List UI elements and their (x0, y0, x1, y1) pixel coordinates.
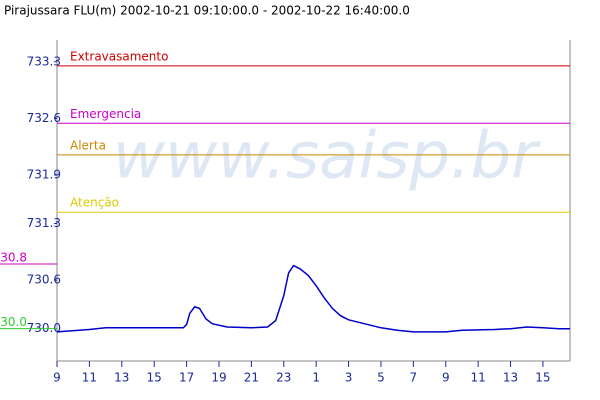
x-tick-label: 9 (442, 371, 450, 385)
x-tick-label: 17 (179, 371, 194, 385)
data-line (56, 264, 570, 333)
level-marker-label: 730.8 (0, 250, 27, 264)
threshold-label: Emergencia (70, 107, 141, 121)
x-tick-label: 19 (211, 371, 226, 385)
x-tick-label: 15 (535, 371, 550, 385)
y-tick-label: 730.6 (27, 273, 61, 287)
x-tick-label: 3 (345, 371, 353, 385)
level-marker-label: 730.0 (0, 315, 27, 329)
x-tick-label: 21 (244, 371, 259, 385)
y-tick-label: 733.3 (27, 54, 61, 68)
x-tick-label: 5 (377, 371, 385, 385)
threshold-label: Atenção (70, 196, 119, 210)
x-tick-label: 11 (82, 371, 97, 385)
x-tick-label: 13 (503, 371, 518, 385)
threshold-label: Extravasamento (70, 49, 168, 63)
x-tick-label: 7 (410, 371, 418, 385)
x-tick-label: 15 (147, 371, 162, 385)
chart-title: Pirajussara FLU(m) 2002-10-21 09:10:00.0… (4, 4, 410, 18)
x-tick-label: 23 (276, 371, 291, 385)
x-tick-label: 9 (53, 371, 61, 385)
watermark: www.saisp.br (113, 120, 542, 194)
threshold-label: Alerta (70, 138, 106, 152)
y-tick-label: 731.9 (27, 168, 61, 182)
x-tick-label: 1 (312, 371, 320, 385)
x-tick-label: 13 (114, 371, 129, 385)
y-tick-label: 731.3 (27, 216, 61, 230)
y-tick-label: 732.6 (27, 111, 61, 125)
x-tick-label: 11 (471, 371, 486, 385)
